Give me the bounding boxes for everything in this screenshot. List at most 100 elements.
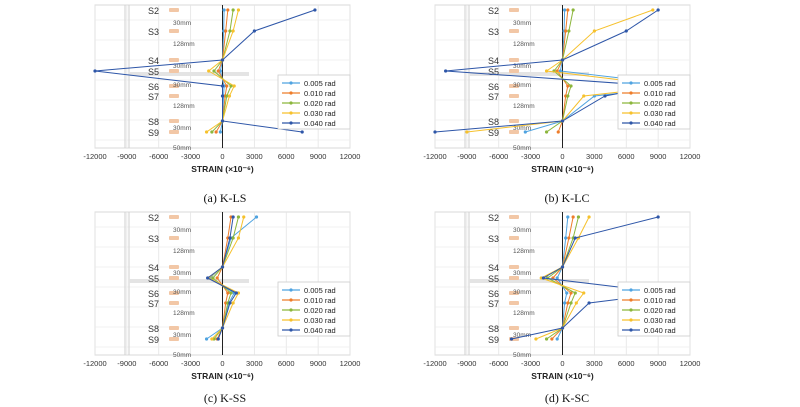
x-tick-label: -12000	[423, 152, 446, 161]
legend-marker	[629, 121, 633, 125]
gauge-label-s2: S2	[488, 6, 499, 16]
spacing-label: 128mm	[513, 310, 535, 317]
gauge-label-s9: S9	[148, 128, 159, 138]
x-axis-label: STRAIN (×10⁻⁶)	[531, 164, 594, 174]
spacing-label: 30mm	[513, 20, 531, 27]
gauge-pad	[169, 215, 179, 219]
data-point	[224, 29, 228, 33]
gauge-pad	[169, 291, 179, 295]
x-tick-label: 6000	[278, 152, 295, 161]
gauge-pad	[169, 69, 179, 73]
data-point	[571, 8, 575, 12]
x-tick-label: 0	[220, 359, 224, 368]
data-point	[587, 301, 591, 305]
series-line-2	[546, 9, 574, 133]
spacing-label: 128mm	[173, 310, 195, 317]
legend-label: 0.010 rad	[644, 89, 676, 98]
legend-marker	[289, 288, 293, 292]
x-tick-label: 0	[560, 152, 564, 161]
x-tick-label: 12000	[680, 152, 701, 161]
data-point	[560, 326, 565, 330]
caption-k-ss: (c) K-SS	[203, 391, 247, 405]
data-point	[214, 130, 218, 134]
spacing-label: 30mm	[513, 63, 531, 70]
gauge-label-s4: S4	[488, 56, 499, 66]
data-point	[541, 276, 545, 280]
legend-label: 0.010 rad	[644, 296, 676, 305]
data-point	[236, 8, 241, 12]
legend-marker	[629, 328, 633, 332]
x-tick-label: 0	[220, 152, 224, 161]
data-point	[574, 301, 578, 305]
data-point	[573, 291, 577, 295]
legend-marker	[289, 111, 293, 115]
chart-panel-k-ss: S2 S3 S4 S5 S6 S7 S8 S9 30mm 128mm 30mm 30mm 128mm 30…	[83, 207, 360, 407]
x-tick-label: -3000	[521, 359, 540, 368]
gauge-pad	[509, 8, 519, 12]
data-point	[228, 29, 232, 33]
gauge-pad	[509, 119, 519, 123]
data-point	[555, 337, 559, 341]
data-point	[651, 8, 655, 12]
gauge-label-s7: S7	[488, 299, 499, 309]
legend-marker	[289, 81, 293, 85]
specimen-flange	[129, 279, 249, 283]
data-point	[569, 301, 573, 305]
legend-label: 0.005 rad	[304, 286, 336, 295]
gauge-label-s8: S8	[148, 117, 159, 127]
data-point	[231, 8, 235, 12]
x-tick-label: 9000	[310, 359, 327, 368]
x-tick-label: 9000	[650, 359, 667, 368]
spacing-label: 30mm	[513, 289, 531, 296]
gauge-label-s7: S7	[148, 92, 159, 102]
data-point	[465, 130, 469, 134]
data-point	[212, 69, 216, 73]
data-point	[573, 236, 577, 240]
spacing-label: 30mm	[173, 270, 191, 277]
data-point	[236, 215, 241, 219]
legend-label: 0.020 rad	[644, 306, 676, 315]
legend-label: 0.005 rad	[304, 79, 336, 88]
data-point	[231, 215, 235, 219]
legend-label: 0.010 rad	[304, 89, 336, 98]
spacing-label: 128mm	[513, 248, 535, 255]
caption-k-ls: (a) K-LS	[203, 191, 247, 205]
gauge-label-s3: S3	[148, 27, 159, 37]
legend-marker	[289, 298, 293, 302]
data-point	[313, 8, 317, 12]
gauge-pad	[169, 265, 179, 269]
gauge-pad	[509, 301, 519, 305]
gauge-pad	[509, 326, 519, 330]
data-point	[566, 8, 570, 12]
data-point	[218, 130, 222, 134]
gauge-label-s7: S7	[148, 299, 159, 309]
data-point	[603, 94, 607, 98]
data-point	[564, 29, 568, 33]
spacing-label: 50mm	[173, 145, 191, 152]
gauge-pad	[169, 301, 179, 305]
legend-label: 0.040 rad	[644, 326, 676, 335]
legend-label: 0.005 rad	[644, 286, 676, 295]
spacing-label: 30mm	[173, 289, 191, 296]
legend-label: 0.040 rad	[644, 119, 676, 128]
data-point	[592, 29, 596, 33]
data-point	[204, 130, 209, 134]
caption-k-lc: (b) K-LC	[544, 191, 590, 205]
data-point	[220, 119, 225, 123]
spacing-label: 128mm	[513, 103, 535, 110]
gauge-label-s4: S4	[148, 56, 159, 66]
data-point	[576, 215, 581, 219]
gauge-pad	[169, 29, 179, 33]
data-point	[555, 276, 559, 280]
series-line-4	[94, 9, 316, 133]
series-line-3	[466, 9, 672, 133]
x-tick-label: 0	[560, 359, 564, 368]
gauge-label-s3: S3	[488, 234, 499, 244]
data-point	[571, 215, 575, 219]
data-point	[231, 29, 235, 33]
data-point	[656, 215, 660, 219]
x-tick-label: -3000	[181, 359, 200, 368]
